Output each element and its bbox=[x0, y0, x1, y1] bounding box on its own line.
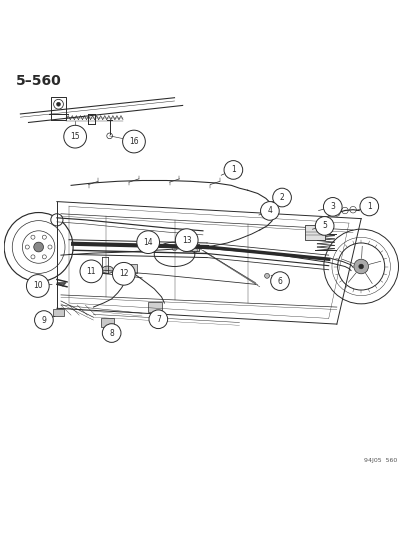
Circle shape bbox=[175, 229, 197, 252]
Circle shape bbox=[359, 197, 378, 216]
Circle shape bbox=[42, 235, 46, 239]
Circle shape bbox=[34, 242, 43, 252]
Circle shape bbox=[31, 235, 35, 239]
Bar bbox=[304, 225, 325, 240]
Circle shape bbox=[270, 272, 289, 290]
Text: 6: 6 bbox=[277, 277, 282, 286]
Polygon shape bbox=[57, 282, 66, 286]
Text: 14: 14 bbox=[143, 238, 153, 247]
Text: 3: 3 bbox=[330, 203, 335, 212]
Text: 13: 13 bbox=[181, 236, 191, 245]
Circle shape bbox=[31, 255, 35, 259]
Text: 2: 2 bbox=[279, 193, 284, 202]
Text: 12: 12 bbox=[119, 269, 128, 278]
Circle shape bbox=[136, 231, 159, 254]
Circle shape bbox=[51, 214, 63, 226]
Circle shape bbox=[223, 160, 242, 179]
Circle shape bbox=[149, 310, 167, 328]
Text: 7: 7 bbox=[156, 315, 160, 324]
Circle shape bbox=[26, 274, 49, 297]
Text: 4: 4 bbox=[267, 206, 272, 215]
Circle shape bbox=[353, 259, 368, 274]
Bar bbox=[53, 309, 64, 316]
Circle shape bbox=[122, 130, 145, 153]
Text: 15: 15 bbox=[70, 132, 80, 141]
Bar bbox=[100, 318, 114, 327]
Circle shape bbox=[315, 216, 333, 235]
Circle shape bbox=[323, 198, 341, 216]
Circle shape bbox=[35, 311, 53, 329]
Circle shape bbox=[102, 324, 121, 342]
Text: 5: 5 bbox=[321, 221, 326, 230]
Text: 94J05  560: 94J05 560 bbox=[363, 458, 397, 463]
Text: 1: 1 bbox=[366, 202, 371, 211]
Circle shape bbox=[56, 102, 60, 106]
Text: 16: 16 bbox=[129, 137, 138, 146]
Circle shape bbox=[80, 260, 102, 282]
Circle shape bbox=[272, 188, 291, 207]
Bar bbox=[148, 302, 162, 312]
Circle shape bbox=[260, 201, 278, 220]
Bar bbox=[186, 244, 198, 251]
Bar bbox=[127, 264, 136, 272]
Circle shape bbox=[358, 264, 363, 269]
Text: 8: 8 bbox=[109, 328, 114, 337]
Ellipse shape bbox=[102, 266, 113, 273]
Text: 10: 10 bbox=[33, 281, 43, 290]
Text: 9: 9 bbox=[41, 316, 46, 325]
Text: 1: 1 bbox=[230, 165, 235, 174]
Circle shape bbox=[264, 273, 269, 278]
Text: 11: 11 bbox=[86, 267, 96, 276]
Circle shape bbox=[64, 125, 86, 148]
Circle shape bbox=[42, 255, 46, 259]
Circle shape bbox=[25, 245, 29, 249]
Circle shape bbox=[48, 245, 52, 249]
Circle shape bbox=[112, 262, 135, 285]
Text: 5–560: 5–560 bbox=[16, 74, 62, 88]
